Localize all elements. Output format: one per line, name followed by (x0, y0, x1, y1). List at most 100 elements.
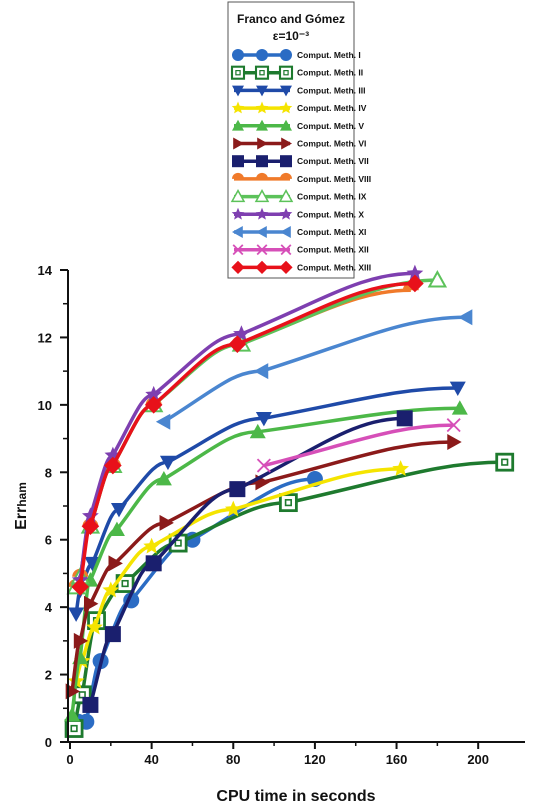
legend-marker (256, 226, 267, 238)
legend-marker (280, 244, 292, 256)
y-tick-label: 14 (38, 263, 53, 278)
legend-marker (231, 101, 245, 114)
y-tick-label: 12 (38, 330, 52, 345)
data-point (406, 274, 424, 293)
legend-marker (279, 260, 293, 274)
legend-label: Comput. Meth. XI (297, 227, 366, 237)
series-5 (64, 400, 468, 722)
legend-marker (230, 65, 246, 80)
data-point (82, 507, 99, 524)
legend-entries: Comput. Meth. I Comput. Meth. II Comput. M… (230, 49, 371, 274)
data-point (84, 556, 101, 572)
legend-marker (254, 189, 270, 203)
y-tick-label: 10 (38, 398, 52, 413)
legend-subtitle: ε=10⁻³ (273, 29, 309, 43)
legend-marker (255, 101, 269, 114)
series-line (78, 271, 415, 581)
legend-entry: Comput. Meth. I (232, 49, 361, 61)
legend-marker (256, 244, 268, 256)
y-tick-label: 0 (45, 735, 52, 750)
legend-marker (231, 207, 245, 220)
legend-marker (279, 101, 293, 114)
legend-label: Comput. Meth. VII (297, 156, 369, 166)
legend-marker (232, 49, 244, 61)
series-7 (82, 410, 413, 713)
data-point (159, 514, 174, 531)
x-tick-label: 0 (66, 752, 73, 767)
data-point (159, 455, 176, 471)
legend-entry: Comput. Meth. IV (231, 101, 367, 114)
data-point (104, 626, 121, 643)
y-tick-label: 6 (45, 533, 52, 548)
legend-entry: Comput. Meth. X (231, 207, 364, 220)
x-tick-label: 120 (304, 752, 326, 767)
legend-marker (232, 226, 243, 238)
x-tick-label: 160 (386, 752, 408, 767)
x-tick-label: 80 (226, 752, 240, 767)
legend-label: Comput. Meth. VIII (297, 174, 371, 184)
legend-marker (279, 207, 293, 220)
data-point (108, 555, 123, 572)
data-point (224, 500, 242, 517)
legend-marker (278, 189, 294, 203)
legend-marker (280, 155, 292, 168)
legend-marker (232, 85, 244, 97)
data-point (86, 618, 103, 635)
series-layer (64, 264, 515, 738)
series-13 (71, 274, 424, 596)
data-point (449, 381, 466, 396)
legend-marker (256, 172, 268, 179)
data-point (145, 555, 162, 572)
legend-label: Comput. Meth. III (297, 85, 365, 95)
data-point (392, 460, 409, 476)
y-tick-label: 8 (45, 465, 52, 480)
series-line (88, 416, 405, 706)
legend-marker (278, 65, 294, 80)
legend-marker (256, 155, 268, 168)
legend-marker (255, 207, 269, 220)
x-axis-title: CPU time in seconds (216, 788, 375, 805)
data-point (249, 423, 266, 439)
y-axis-title: Errham (13, 482, 30, 530)
data-point (84, 595, 99, 612)
data-point (108, 521, 125, 536)
legend-label: Comput. Meth. XIII (297, 262, 371, 272)
data-point (68, 607, 85, 622)
legend-marker (280, 172, 292, 179)
data-point (451, 400, 468, 415)
x-tick-label: 40 (144, 752, 158, 767)
legend-marker (230, 189, 246, 203)
series-line (78, 281, 415, 588)
legend-label: Comput. Meth. IX (297, 192, 367, 202)
legend-label: Comput. Meth. IV (297, 103, 367, 113)
data-point (104, 456, 122, 475)
legend-entry: Comput. Meth. III (232, 85, 365, 97)
data-point (102, 581, 120, 598)
legend-marker (281, 137, 292, 150)
data-point (82, 696, 99, 713)
legend-label: Comput. Meth. XII (297, 245, 369, 255)
legend-entry: Comput. Meth. II (230, 65, 363, 80)
legend-marker (232, 119, 244, 131)
data-point (65, 683, 81, 700)
legend-marker (231, 260, 245, 274)
series-line (70, 440, 454, 692)
y-ticks: 0 2 4 6 8 10 12 14 (38, 263, 68, 750)
legend-label: Comput. Meth. I (297, 50, 361, 60)
data-point (71, 578, 90, 596)
legend-title: Franco and Gómez (237, 12, 345, 26)
legend-label: Comput. Meth. II (297, 68, 363, 78)
legend-marker (233, 137, 244, 150)
data-point (495, 452, 515, 472)
data-point (155, 413, 171, 430)
data-point (256, 458, 271, 473)
data-point (145, 385, 162, 402)
data-point (447, 433, 462, 450)
data-point (253, 363, 269, 380)
data-point (396, 410, 413, 427)
legend-entry: Comput. Meth. VII (232, 155, 369, 168)
legend-entry: Comput. Meth. VIII (232, 172, 371, 184)
data-point (73, 632, 89, 649)
data-point (144, 396, 163, 414)
